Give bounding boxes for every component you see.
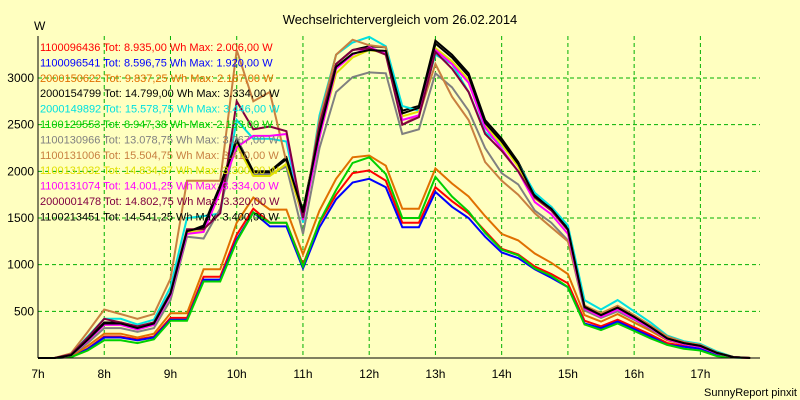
x-tick-label: 11h <box>293 367 312 381</box>
legend-entry-2000150622: 2000150622 Tot: 9.837,25 Wh Max: 2.187,0… <box>40 73 274 85</box>
x-tick-label: 10h <box>227 367 247 381</box>
x-tick-label: 15h <box>558 367 578 381</box>
series-line-1100096541 <box>38 177 751 359</box>
legend-entry-1100131032: 1100131032 Tot: 14.834,87 Wh Max: 3.300,… <box>40 165 279 177</box>
series-line-1100213451 <box>38 41 751 359</box>
series-line-2000149892 <box>38 35 751 359</box>
y-tick-labels: 500 1000 1500 2000 2500 3000 <box>7 71 34 318</box>
legend-entry-1100096436: 1100096436 Tot: 8.935,00 Wh Max: 2.006,0… <box>40 42 273 54</box>
y-tick-label: 2500 <box>7 118 34 132</box>
legend-entry-1100130966: 1100130966 Tot: 13.078,75 Wh Max: 3.067,… <box>40 134 279 146</box>
y-tick-label: 1500 <box>7 211 34 225</box>
legend: 1100096436 Tot: 8.935,00 Wh Max: 2.006,0… <box>40 42 280 223</box>
x-tick-label: 16h <box>624 367 644 381</box>
legend-entry-1100213451: 1100213451 Tot: 14.541,25 Wh Max: 3.400,… <box>40 211 279 223</box>
chart-title: Wechselrichtervergleich vom 26.02.2014 <box>283 12 518 27</box>
legend-entry-1100131006: 1100131006 Tot: 15.504,75 Wh Max: 3.410,… <box>40 150 279 162</box>
series-line-1100129553 <box>38 156 751 359</box>
legend-entry-2000001478: 2000001478 Tot: 14.802,75 Wh Max: 3.320,… <box>40 196 280 208</box>
x-tick-labels: 7h 8h 9h 10h 11h 12h 13h 14h 15h 16h 17h <box>31 367 710 381</box>
y-axis-label: W <box>34 19 46 33</box>
y-tick-label: 3000 <box>7 71 34 85</box>
y-tick-label: 500 <box>14 304 34 318</box>
x-tick-label: 7h <box>31 367 44 381</box>
series-lines <box>38 35 751 359</box>
legend-entry-2000154799: 2000154799 Tot: 14.799,00 Wh Max: 3.334,… <box>40 88 280 100</box>
x-tick-label: 8h <box>98 367 111 381</box>
legend-entry-1100096541: 1100096541 Tot: 8.596,75 Wh Max: 1.920,0… <box>40 57 273 69</box>
footer-credit: SunnyReport pinxit <box>704 387 797 399</box>
series-line-2000150622 <box>38 154 751 359</box>
y-tick-label: 2000 <box>7 164 34 178</box>
legend-entry-1100129553: 1100129553 Tot: 8.947,38 Wh Max: 2.153,0… <box>40 119 273 131</box>
legend-entry-2000149892: 2000149892 Tot: 15.578,75 Wh Max: 3.446,… <box>40 104 280 116</box>
x-tick-label: 14h <box>492 367 512 381</box>
x-tick-label: 9h <box>164 367 177 381</box>
legend-entry-1100131074: 1100131074 Tot: 14.001,25 Wh Max: 3.334,… <box>40 181 279 193</box>
x-tick-label: 13h <box>425 367 445 381</box>
y-tick-label: 1000 <box>7 258 34 272</box>
x-tick-label: 12h <box>359 367 379 381</box>
x-tick-label: 17h <box>690 367 710 381</box>
